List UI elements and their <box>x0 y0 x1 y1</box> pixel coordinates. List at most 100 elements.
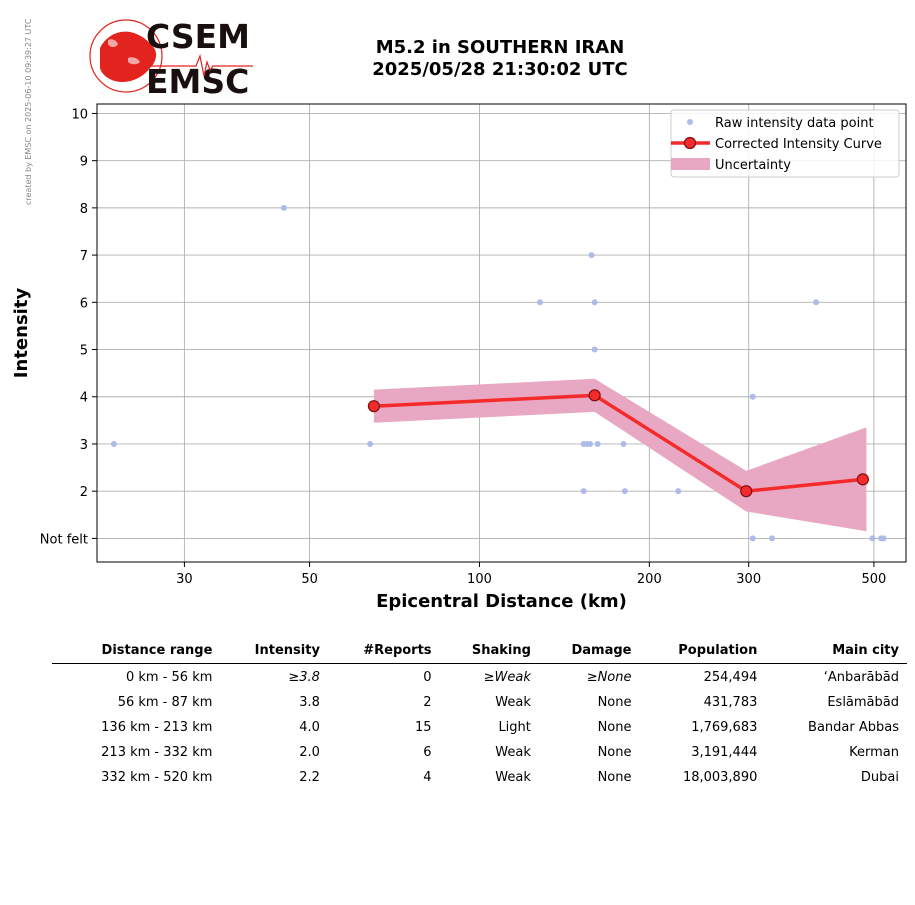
legend-label: Uncertainty <box>715 158 791 173</box>
y-tick-label: 3 <box>80 438 88 453</box>
y-tick-label: 2 <box>80 485 88 500</box>
logo-text-emsc: EMSC <box>146 62 249 98</box>
table-cell: 136 km - 213 km <box>101 720 213 735</box>
raw-data-point <box>749 393 756 400</box>
curve-marker <box>367 400 380 413</box>
table-cell: 2.0 <box>299 745 320 760</box>
table-cell: 6 <box>423 745 432 760</box>
y-tick-label: 5 <box>80 344 88 359</box>
y-tick-label: Not felt <box>40 532 88 547</box>
legend-uncertainty-swatch <box>671 158 710 170</box>
table-cell: 15 <box>415 720 432 735</box>
raw-data-point <box>110 440 117 447</box>
table-cell: None <box>597 770 632 785</box>
corrected-intensity-curve <box>373 393 864 493</box>
raw-data-point <box>621 488 628 495</box>
raw-data-point <box>591 346 598 353</box>
legend-label: Raw intensity data point <box>715 116 874 131</box>
y-tick-label: 4 <box>80 391 88 406</box>
y-tick-label: 8 <box>80 202 88 217</box>
table-cell: 2 <box>423 695 432 710</box>
table-header-cell: Intensity <box>220 640 328 664</box>
raw-data-point <box>591 299 598 306</box>
raw-data-point <box>620 440 627 447</box>
table-cell: 56 km - 87 km <box>117 695 213 710</box>
x-tick-label: 300 <box>736 572 761 587</box>
table-cell: ≥Weak <box>483 670 531 685</box>
table-cell: ≥None <box>586 670 632 685</box>
x-tick-label: 30 <box>176 572 193 587</box>
legend-label: Corrected Intensity Curve <box>715 137 882 152</box>
table-cell: Dubai <box>860 770 899 785</box>
raw-data-point <box>580 488 587 495</box>
table-cell: 332 km - 520 km <box>101 770 213 785</box>
table-row: 56 km - 87 km 3.8 2 Weak None 431,783 Eslāmābā… <box>52 689 907 714</box>
curve-marker <box>740 485 753 498</box>
table-cell: 18,003,890 <box>682 770 758 785</box>
chart-title: M5.2 in SOUTHERN IRAN 2025/05/28 21:30:0… <box>300 37 700 81</box>
table-cell: 213 km - 332 km <box>101 745 213 760</box>
table-cell: None <box>597 745 632 760</box>
legend-curve-marker <box>683 136 697 150</box>
intensity-table: Distance range Intensity #Reports Shaking Da… <box>52 640 907 789</box>
raw-data-point <box>869 535 876 542</box>
title-line-1: M5.2 in SOUTHERN IRAN <box>375 37 625 58</box>
table-cell: 3.8 <box>299 695 320 710</box>
table-row: 213 km - 332 km 2.0 6 Weak None 3,191,444 Kerm… <box>52 739 907 764</box>
csem-emsc-logo: CSEM EMSC <box>89 18 253 98</box>
curve-marker <box>856 473 869 486</box>
table-cell: 1,769,683 <box>691 720 758 735</box>
table-header-cell: #Reports <box>327 640 440 664</box>
table-header-row: Distance range Intensity #Reports Shaking Da… <box>52 640 907 664</box>
table-cell: Weak <box>495 745 531 760</box>
raw-data-point <box>536 299 543 306</box>
table-cell: Light <box>498 720 531 735</box>
table-cell: 0 <box>423 670 432 685</box>
raw-data-point <box>280 204 287 211</box>
table-cell: Weak <box>495 770 531 785</box>
raw-data-point <box>769 535 776 542</box>
logo-text-csem: CSEM <box>146 18 250 56</box>
table-cell: Bandar Abbas <box>808 720 899 735</box>
table-cell: 2.2 <box>299 770 320 785</box>
x-tick-label: 100 <box>467 572 492 587</box>
table-row: 0 km - 56 km ≥3.8 0 ≥Weak ≥None 254,494 ‘Anbar… <box>52 664 907 690</box>
y-tick-label: 7 <box>80 249 88 264</box>
curve-marker <box>588 389 601 402</box>
table-cell: 431,783 <box>703 695 758 710</box>
x-axis-label: Epicentral Distance (km) <box>376 591 627 612</box>
table-cell: 254,494 <box>703 670 758 685</box>
table-header-cell: Population <box>639 640 766 664</box>
x-tick-label: 500 <box>861 572 886 587</box>
table-cell: ‘Anbarābād <box>823 670 899 685</box>
table-cell: Weak <box>495 695 531 710</box>
raw-data-point <box>749 535 756 542</box>
table-cell: Kerman <box>849 745 899 760</box>
raw-data-point <box>367 440 374 447</box>
chart-legend: Raw intensity data point Corrected Intens… <box>670 109 900 178</box>
table-header-cell: Shaking <box>439 640 539 664</box>
table-cell: None <box>597 720 632 735</box>
raw-data-point <box>813 299 820 306</box>
raw-data-point <box>675 488 682 495</box>
table-cell: 4.0 <box>299 720 320 735</box>
raw-data-point <box>587 440 594 447</box>
table-row: 332 km - 520 km 2.2 4 Weak None 18,003,890 Dub… <box>52 764 907 789</box>
x-tick-label: 200 <box>637 572 662 587</box>
table-cell: 4 <box>423 770 432 785</box>
title-line-2: 2025/05/28 21:30:02 UTC <box>372 59 628 80</box>
intensity-chart: 30 50 100 200 300 500 Not felt 2 3 4 5 6 7 8 9 10 Epicen… <box>11 103 907 612</box>
y-tick-label: 6 <box>80 296 88 311</box>
table-header-cell: Damage <box>538 640 640 664</box>
table-row: 136 km - 213 km 4.0 15 Light None 1,769,683 Ba… <box>52 714 907 739</box>
legend-raw-marker <box>687 119 693 125</box>
raw-data-point <box>588 252 595 259</box>
table-cell: Eslāmābād <box>827 695 899 710</box>
table-header-cell: Distance range <box>52 640 221 664</box>
table-cell: 0 km - 56 km <box>125 670 213 685</box>
table-cell: ≥3.8 <box>288 670 320 685</box>
table-cell: 3,191,444 <box>691 745 758 760</box>
plot-frame <box>96 103 907 563</box>
table-cell: None <box>597 695 632 710</box>
raw-data-point <box>880 535 887 542</box>
